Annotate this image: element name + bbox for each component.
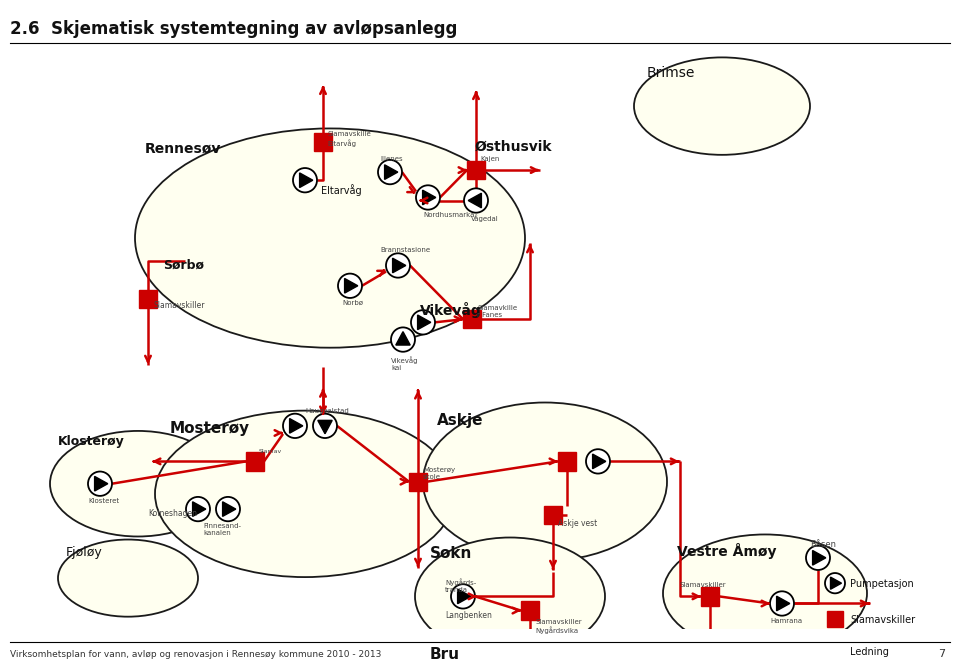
Bar <box>544 506 562 524</box>
Circle shape <box>386 254 410 278</box>
Circle shape <box>770 591 794 615</box>
Ellipse shape <box>135 128 525 348</box>
Ellipse shape <box>155 411 455 577</box>
Circle shape <box>338 274 362 298</box>
Bar <box>467 161 485 179</box>
Polygon shape <box>318 420 332 434</box>
Text: Sokn: Sokn <box>430 546 472 561</box>
Circle shape <box>391 327 415 352</box>
Circle shape <box>216 497 240 521</box>
Polygon shape <box>300 173 313 187</box>
Text: Fjøløy: Fjøløy <box>66 546 103 559</box>
Text: Slamavkille
r Fanes: Slamavkille r Fanes <box>477 305 517 318</box>
Circle shape <box>464 189 488 213</box>
Ellipse shape <box>423 403 667 561</box>
Polygon shape <box>290 419 302 433</box>
Polygon shape <box>422 190 436 205</box>
Ellipse shape <box>415 537 605 655</box>
Text: Østhusvik: Østhusvik <box>475 140 553 154</box>
Bar <box>521 601 539 619</box>
Text: Hamrana: Hamrana <box>770 617 803 624</box>
Text: Mosterøy
skole: Mosterøy skole <box>423 468 455 480</box>
Text: Slamavskille
Eltarvåg: Slamavskille Eltarvåg <box>327 132 371 147</box>
Text: 7: 7 <box>939 649 946 659</box>
Polygon shape <box>345 278 358 293</box>
Bar <box>701 587 719 605</box>
Bar <box>409 472 427 491</box>
Text: Båsen: Båsen <box>810 539 836 549</box>
Polygon shape <box>777 596 790 611</box>
Text: Finnesand-
kanalen: Finnesand- kanalen <box>203 523 241 537</box>
Circle shape <box>825 573 845 593</box>
Text: Klosteret: Klosteret <box>88 498 119 504</box>
Circle shape <box>411 310 435 334</box>
Ellipse shape <box>58 539 198 617</box>
Text: Sørbø: Sørbø <box>163 258 204 272</box>
Polygon shape <box>812 551 826 565</box>
Text: Slamavskiller: Slamavskiller <box>680 582 727 588</box>
Circle shape <box>283 413 307 438</box>
Text: Nygårds-
tranda: Nygårds- tranda <box>445 578 476 593</box>
Text: Slamav: Slamav <box>259 449 282 454</box>
Text: Slamavskiller: Slamavskiller <box>850 615 915 625</box>
Text: Vikevåg: Vikevåg <box>420 302 482 318</box>
Text: Brannstasione: Brannstasione <box>380 248 430 253</box>
Circle shape <box>313 413 337 438</box>
Circle shape <box>88 472 112 496</box>
Circle shape <box>451 584 475 609</box>
Circle shape <box>293 168 317 193</box>
Circle shape <box>806 546 830 570</box>
Text: Rennesøv: Rennesøv <box>145 142 222 156</box>
Text: Langbenken: Langbenken <box>445 611 492 619</box>
Polygon shape <box>458 589 470 603</box>
Ellipse shape <box>50 431 226 537</box>
Text: 2.6  Skjematisk systemtegning av avløpsanlegg: 2.6 Skjematisk systemtegning av avløpsan… <box>10 20 457 38</box>
Text: Vågedal: Vågedal <box>471 215 499 222</box>
Circle shape <box>186 497 210 521</box>
Text: Kajen: Kajen <box>480 156 499 162</box>
Text: Virksomhetsplan for vann, avløp og renovasjon i Rennesøy kommune 2010 - 2013: Virksomhetsplan for vann, avløp og renov… <box>10 650 381 659</box>
Circle shape <box>416 185 440 209</box>
Bar <box>246 452 264 470</box>
Text: Vestre Åmøy: Vestre Åmøy <box>677 543 777 559</box>
Text: Nordhusmarka: Nordhusmarka <box>423 211 474 217</box>
Bar <box>314 132 332 151</box>
Text: Illenes: Illenes <box>380 156 402 162</box>
Polygon shape <box>592 454 606 469</box>
Text: Vikevåg
kai: Vikevåg kai <box>391 356 419 371</box>
Circle shape <box>378 160 402 184</box>
Polygon shape <box>95 476 108 491</box>
Circle shape <box>586 449 610 474</box>
Polygon shape <box>385 165 397 179</box>
Text: Brimse: Brimse <box>647 66 695 80</box>
Ellipse shape <box>663 535 867 652</box>
Text: Slamavskiller: Slamavskiller <box>154 301 205 310</box>
Text: Eltarvåg: Eltarvåg <box>321 184 362 196</box>
Text: Norbø: Norbø <box>342 300 363 306</box>
Ellipse shape <box>415 639 605 669</box>
Text: Askje vest: Askje vest <box>558 519 597 529</box>
Text: Pumpetasjon: Pumpetasjon <box>850 579 914 589</box>
Polygon shape <box>418 315 431 330</box>
Text: Haugvalstad: Haugvalstad <box>305 407 348 413</box>
Text: Slamavskiller
Nygårdsvika: Slamavskiller Nygårdsvika <box>535 619 582 634</box>
Bar <box>558 452 576 470</box>
Text: Kolneshagen: Kolneshagen <box>148 509 197 518</box>
Bar <box>139 290 157 308</box>
Polygon shape <box>468 193 481 208</box>
Text: Askje: Askje <box>437 413 484 427</box>
Bar <box>463 310 481 328</box>
Polygon shape <box>830 577 842 589</box>
Text: Mosterøy: Mosterøy <box>170 421 251 436</box>
Text: Bru: Bru <box>430 647 460 662</box>
Polygon shape <box>193 502 205 516</box>
Text: Ledning: Ledning <box>850 647 889 657</box>
Polygon shape <box>393 258 406 273</box>
Polygon shape <box>396 332 410 345</box>
Polygon shape <box>223 502 236 516</box>
Ellipse shape <box>634 58 810 155</box>
Text: Klosterøy: Klosterøy <box>58 435 125 448</box>
Bar <box>827 611 843 627</box>
